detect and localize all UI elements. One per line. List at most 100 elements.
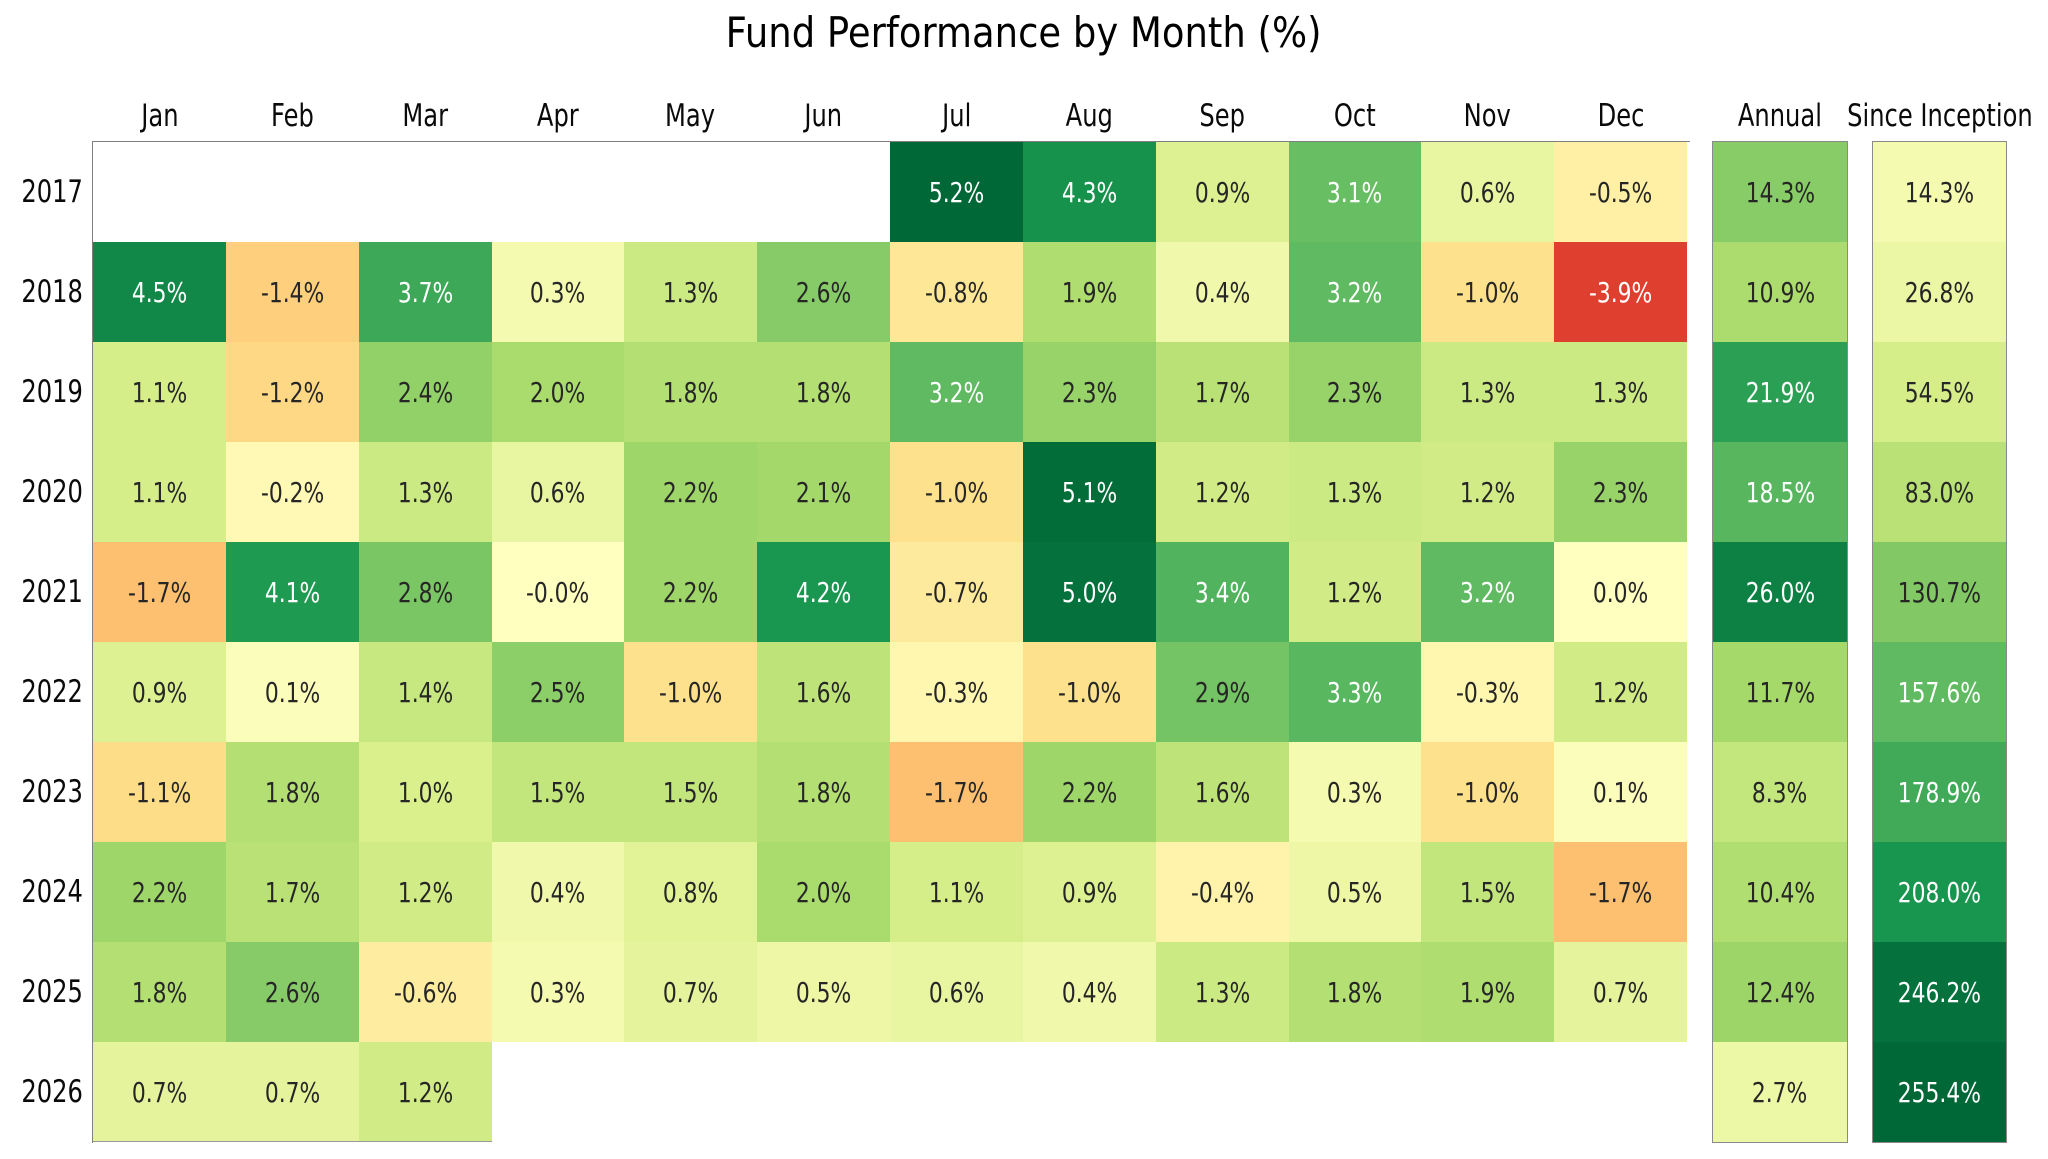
year-label-2019: 2019 — [0, 342, 83, 442]
month-header-apr: Apr — [492, 95, 624, 137]
cell-2019-jun-value: 1.8% — [795, 375, 852, 409]
month-header-label: Oct — [1334, 98, 1376, 134]
cell-2020-jun-value: 2.1% — [795, 475, 852, 509]
empty-cell-2017-feb — [226, 142, 359, 242]
cell-2019-jan: 1.1% — [93, 342, 226, 442]
cell-2022-feb: 0.1% — [226, 642, 359, 742]
cell-2021-sep: 3.4% — [1156, 542, 1289, 642]
year-label-text: 2022 — [21, 674, 83, 710]
cell-2020-jun: 2.1% — [757, 442, 890, 542]
cell-2026-mar-value: 1.2% — [397, 1075, 454, 1109]
year-label-2020: 2020 — [0, 442, 83, 542]
cell-2024-apr: 0.4% — [492, 842, 624, 942]
annual-cell-2020-value: 18.5% — [1745, 475, 1815, 509]
since-inception-header-label: Since Inception — [1846, 98, 2033, 134]
cell-2019-mar: 2.4% — [359, 342, 492, 442]
cell-2018-may-value: 1.3% — [662, 275, 719, 309]
cell-2024-dec-value: -1.7% — [1588, 875, 1653, 909]
cell-2019-feb-value: -1.2% — [260, 375, 325, 409]
annual-cell-2023-value: 8.3% — [1752, 775, 1808, 809]
cell-2023-may: 1.5% — [624, 742, 757, 842]
cell-2025-feb-value: 2.6% — [264, 975, 321, 1009]
annual-cell-2024: 10.4% — [1713, 842, 1847, 942]
month-header-jan: Jan — [93, 95, 226, 137]
inception-cell-2026: 255.4% — [1873, 1042, 2006, 1142]
year-label-2017: 2017 — [0, 142, 83, 242]
cell-2018-apr: 0.3% — [492, 242, 624, 342]
cell-2018-sep-value: 0.4% — [1194, 275, 1251, 309]
cell-2018-oct-value: 3.2% — [1327, 275, 1383, 309]
year-label-2021: 2021 — [0, 542, 83, 642]
cell-2021-jan: -1.7% — [93, 542, 226, 642]
cell-2019-nov-value: 1.3% — [1459, 375, 1516, 409]
annual-cell-2023: 8.3% — [1713, 742, 1847, 842]
empty-cell-2026-may — [624, 1042, 757, 1142]
cell-2024-mar-value: 1.2% — [397, 875, 454, 909]
annual-cell-2017-value: 14.3% — [1745, 175, 1815, 209]
cell-2022-apr: 2.5% — [492, 642, 624, 742]
cell-2021-apr-value: -0.0% — [526, 575, 590, 609]
inception-cell-2025-value: 246.2% — [1897, 975, 1982, 1009]
cell-2024-feb: 1.7% — [226, 842, 359, 942]
cell-2023-mar: 1.0% — [359, 742, 492, 842]
cell-2018-jul: -0.8% — [890, 242, 1023, 342]
cell-2020-aug-value: 5.1% — [1061, 475, 1118, 509]
cell-2021-jun: 4.2% — [757, 542, 890, 642]
cell-2025-mar-value: -0.6% — [393, 975, 458, 1009]
cell-2025-jan: 1.8% — [93, 942, 226, 1042]
cell-2018-jan-value: 4.5% — [131, 275, 188, 309]
cell-2019-oct-value: 2.3% — [1327, 375, 1383, 409]
cell-2019-may-value: 1.8% — [662, 375, 719, 409]
cell-2022-sep-value: 2.9% — [1194, 675, 1251, 709]
year-label-2018: 2018 — [0, 242, 83, 342]
cell-2019-apr: 2.0% — [492, 342, 624, 442]
month-header-may: May — [624, 95, 757, 137]
cell-2021-aug: 5.0% — [1023, 542, 1156, 642]
cell-2025-nov-value: 1.9% — [1459, 975, 1516, 1009]
cell-2018-nov-value: -1.0% — [1455, 275, 1520, 309]
year-label-text: 2020 — [21, 474, 83, 510]
cell-2021-feb: 4.1% — [226, 542, 359, 642]
cell-2020-nov: 1.2% — [1421, 442, 1554, 542]
cell-2021-jun-value: 4.2% — [795, 575, 852, 609]
cell-2018-jun: 2.6% — [757, 242, 890, 342]
cell-2024-oct: 0.5% — [1289, 842, 1421, 942]
cell-2024-may-value: 0.8% — [662, 875, 719, 909]
cell-2025-dec-value: 0.7% — [1592, 975, 1649, 1009]
month-header-label: Feb — [271, 98, 314, 134]
cell-2024-jun-value: 2.0% — [795, 875, 852, 909]
cell-2023-jul: -1.7% — [890, 742, 1023, 842]
cell-2022-apr-value: 2.5% — [530, 675, 586, 709]
cell-2022-may: -1.0% — [624, 642, 757, 742]
cell-2024-dec: -1.7% — [1554, 842, 1687, 942]
cell-2022-jun: 1.6% — [757, 642, 890, 742]
cell-2019-dec-value: 1.3% — [1592, 375, 1649, 409]
cell-2021-jan-value: -1.7% — [127, 575, 192, 609]
cell-2020-aug: 5.1% — [1023, 442, 1156, 542]
cell-2020-feb: -0.2% — [226, 442, 359, 542]
cell-2022-jan: 0.9% — [93, 642, 226, 742]
cell-2025-oct-value: 1.8% — [1327, 975, 1383, 1009]
cell-2017-sep: 0.9% — [1156, 142, 1289, 242]
inception-cell-2025: 246.2% — [1873, 942, 2006, 1042]
cell-2022-dec: 1.2% — [1554, 642, 1687, 742]
annual-cell-2018: 10.9% — [1713, 242, 1847, 342]
month-header-label: Mar — [402, 98, 449, 134]
cell-2023-may-value: 1.5% — [662, 775, 719, 809]
cell-2019-sep-value: 1.7% — [1194, 375, 1251, 409]
cell-2022-jun-value: 1.6% — [795, 675, 852, 709]
cell-2024-nov-value: 1.5% — [1459, 875, 1516, 909]
year-label-text: 2019 — [21, 374, 83, 410]
cell-2020-dec-value: 2.3% — [1592, 475, 1649, 509]
inception-cell-2021-value: 130.7% — [1897, 575, 1982, 609]
year-label-text: 2024 — [21, 874, 83, 910]
cell-2019-nov: 1.3% — [1421, 342, 1554, 442]
inception-cell-2019: 54.5% — [1873, 342, 2006, 442]
cell-2020-dec: 2.3% — [1554, 442, 1687, 542]
cell-2022-aug: -1.0% — [1023, 642, 1156, 742]
month-header-oct: Oct — [1289, 95, 1421, 137]
cell-2021-mar: 2.8% — [359, 542, 492, 642]
cell-2020-may-value: 2.2% — [662, 475, 719, 509]
cell-2021-mar-value: 2.8% — [397, 575, 454, 609]
cell-2026-feb: 0.7% — [226, 1042, 359, 1142]
